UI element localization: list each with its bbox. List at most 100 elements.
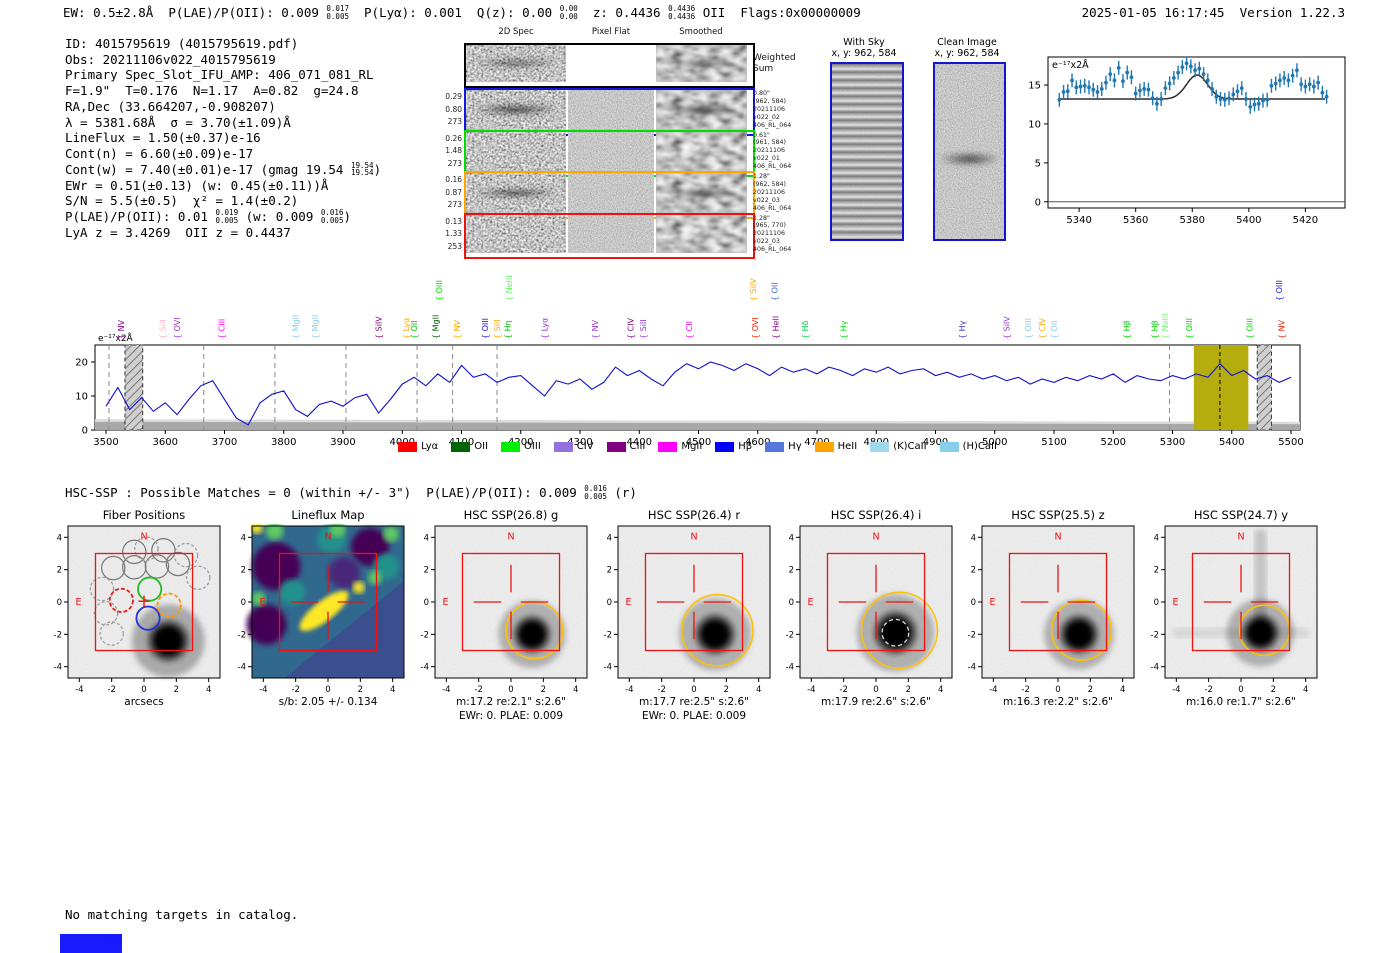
data-point (1146, 87, 1151, 92)
lineflux-patch (328, 556, 361, 589)
y-tick-label: 4 (607, 533, 612, 543)
x-tick-label: 4300 (567, 437, 592, 448)
line-label: { Lyα (540, 318, 549, 339)
sky-panel-subtitle: x, y: 962, 584 (831, 48, 897, 59)
spec2d-cell-pixelflat (568, 214, 654, 253)
data-point (1159, 97, 1164, 101)
flux-units-label: e⁻¹⁷x2Å (1052, 59, 1089, 71)
line-label: { Hη (504, 320, 513, 339)
lineflux-patch (367, 570, 382, 585)
line-label: { NeIII (1161, 313, 1170, 339)
ifu-fov-box (278, 552, 378, 652)
fiber-circle-dashed (93, 601, 119, 626)
lineflux-patch (251, 591, 266, 606)
data-point (1201, 72, 1206, 77)
stacked-value: 0.016 (584, 484, 607, 493)
stacked-value: 0.00 (559, 11, 578, 21)
x-tick-label: 5360 (1123, 215, 1148, 226)
info-line-1: Obs: 20211106v022_4015795619 (65, 51, 276, 67)
cutout-caption-2: EWr: 0. PLAE: 0.009 (458, 710, 564, 722)
header-datetime-version: 2025-01-05 16:17:45 Version 1.22.3 (1082, 5, 1345, 20)
x-tick-label: 0 (1055, 685, 1060, 695)
spec2d-cell-pixelflat (568, 173, 654, 213)
data-point (1129, 75, 1134, 80)
x-tick-label: 4 (938, 685, 943, 695)
line-label: { NeIII (505, 275, 514, 301)
spec2d-right-value: 20211106 (753, 230, 786, 238)
cutout-title: HSC SSP(26.8) g (463, 508, 559, 522)
x-tick-label: 5500 (1278, 437, 1303, 448)
legend-swatch (606, 441, 626, 452)
panel-lineflux-map: Lineflux Map N E -4 -4 -2 -2 0 0 2 2 4 4 s/b: 2.05 +/… (226, 508, 432, 728)
cutout-plot: N E -4 -4 -2 -2 0 0 2 2 4 4 (604, 525, 771, 695)
line-label: { SiIV (1003, 316, 1012, 339)
galaxy-blob (871, 608, 920, 657)
spec2d-right-value: 0.61" (753, 131, 770, 139)
data-point (1087, 85, 1091, 90)
spacer (1225, 5, 1240, 20)
full-spectrum-svg: 3500360037003800390040004100420043004400… (75, 275, 1303, 448)
y-tick-label: -2 (968, 630, 976, 640)
catalog-match-note: No matching targets in catalog. Row inte… (65, 875, 298, 953)
galaxy-blob (692, 611, 738, 657)
stacked-value: 0.005 (584, 491, 607, 501)
x-tick-label: 4 (206, 685, 211, 695)
stacked-uncertainty: 0.019 0.005 (216, 209, 239, 224)
spec2d-right-value: v022_02 (753, 113, 780, 121)
legend-label: Hγ (788, 441, 802, 452)
data-point (1273, 81, 1278, 86)
compass-east-label: E (626, 597, 632, 608)
compass-north-label: N (140, 532, 147, 543)
line-label: { CII (685, 321, 694, 339)
data-point (1078, 84, 1083, 89)
lineflux-patch (352, 581, 365, 594)
line-label: { OIII (1024, 318, 1033, 339)
galaxy-blob (1057, 612, 1101, 657)
with-sky-image (830, 62, 904, 241)
data-point (1163, 86, 1168, 91)
x-tick-label: 2 (358, 685, 363, 695)
data-point (1235, 89, 1240, 94)
data-point (1303, 84, 1308, 89)
x-tick-label: 2 (541, 685, 546, 695)
spec2d-cell-smoothed (656, 131, 747, 171)
legend-item: HeII (814, 441, 858, 452)
cutout-title: HSC SSP(26.4) r (647, 508, 741, 522)
spec2d-right-labels: 0.80" (962, 584) 20211106 v022_02 406_RL_064 (753, 90, 791, 130)
info-line-7: Cont(n) = 6.60(±0.09)e-17 (65, 145, 254, 161)
spec2d-right-value: 0.80" (753, 90, 770, 97)
cutout-plot: N E -4 -4 -2 -2 0 0 2 2 4 4 (968, 525, 1135, 695)
data-point (1265, 97, 1270, 102)
compass-north-label: N (1054, 532, 1061, 543)
weighted-sum-label: Sum (753, 63, 774, 74)
data-point (1155, 101, 1159, 106)
x-tick-label: 5420 (1293, 215, 1318, 226)
ifu-fov-box (461, 552, 561, 652)
noise-model-inner (95, 421, 1300, 430)
legend-swatch (658, 441, 678, 452)
spectral-trace-band (936, 151, 1003, 166)
line-label: { Hγ (958, 320, 967, 339)
data-point (1176, 70, 1181, 75)
data-point (1121, 79, 1125, 84)
cutout-caption-1: m:16.3 re:2.2" s:2.6" (1003, 696, 1113, 708)
data-point (1299, 82, 1304, 87)
cutout-plot: N E -4 -4 -2 -2 0 0 2 2 4 4 (786, 525, 953, 695)
legend-label: HeII (837, 441, 858, 452)
spec2d-right-labels: 0.61" (961, 584) 20211106 v022_01 406_RL_064 (753, 132, 791, 172)
spec2d-cell-pixelflat (568, 90, 654, 130)
line-label: { MgII (431, 315, 440, 339)
line-label: { SiII (639, 319, 648, 339)
galaxy-blob (511, 613, 554, 656)
compass-north-label: N (690, 532, 697, 543)
data-point (1256, 101, 1261, 106)
stacked-value: 0.005 (320, 215, 344, 225)
data-point (1057, 97, 1062, 102)
spec2d-cell-smoothed (656, 45, 747, 82)
fiber-circle-dashed (173, 542, 199, 568)
stacked-value: 0.019 (215, 208, 239, 218)
weighted-sum-label: Weighted (753, 53, 796, 63)
ifu-fov-box (94, 552, 194, 652)
cutout-title: Lineflux Map (291, 508, 365, 522)
panel-hsc-ssp-25-5-z: HSC SSP(25.5) z N E -4 -4 -2 -2 0 0 2 2 4 4 m:16.3 re… (956, 508, 1162, 728)
